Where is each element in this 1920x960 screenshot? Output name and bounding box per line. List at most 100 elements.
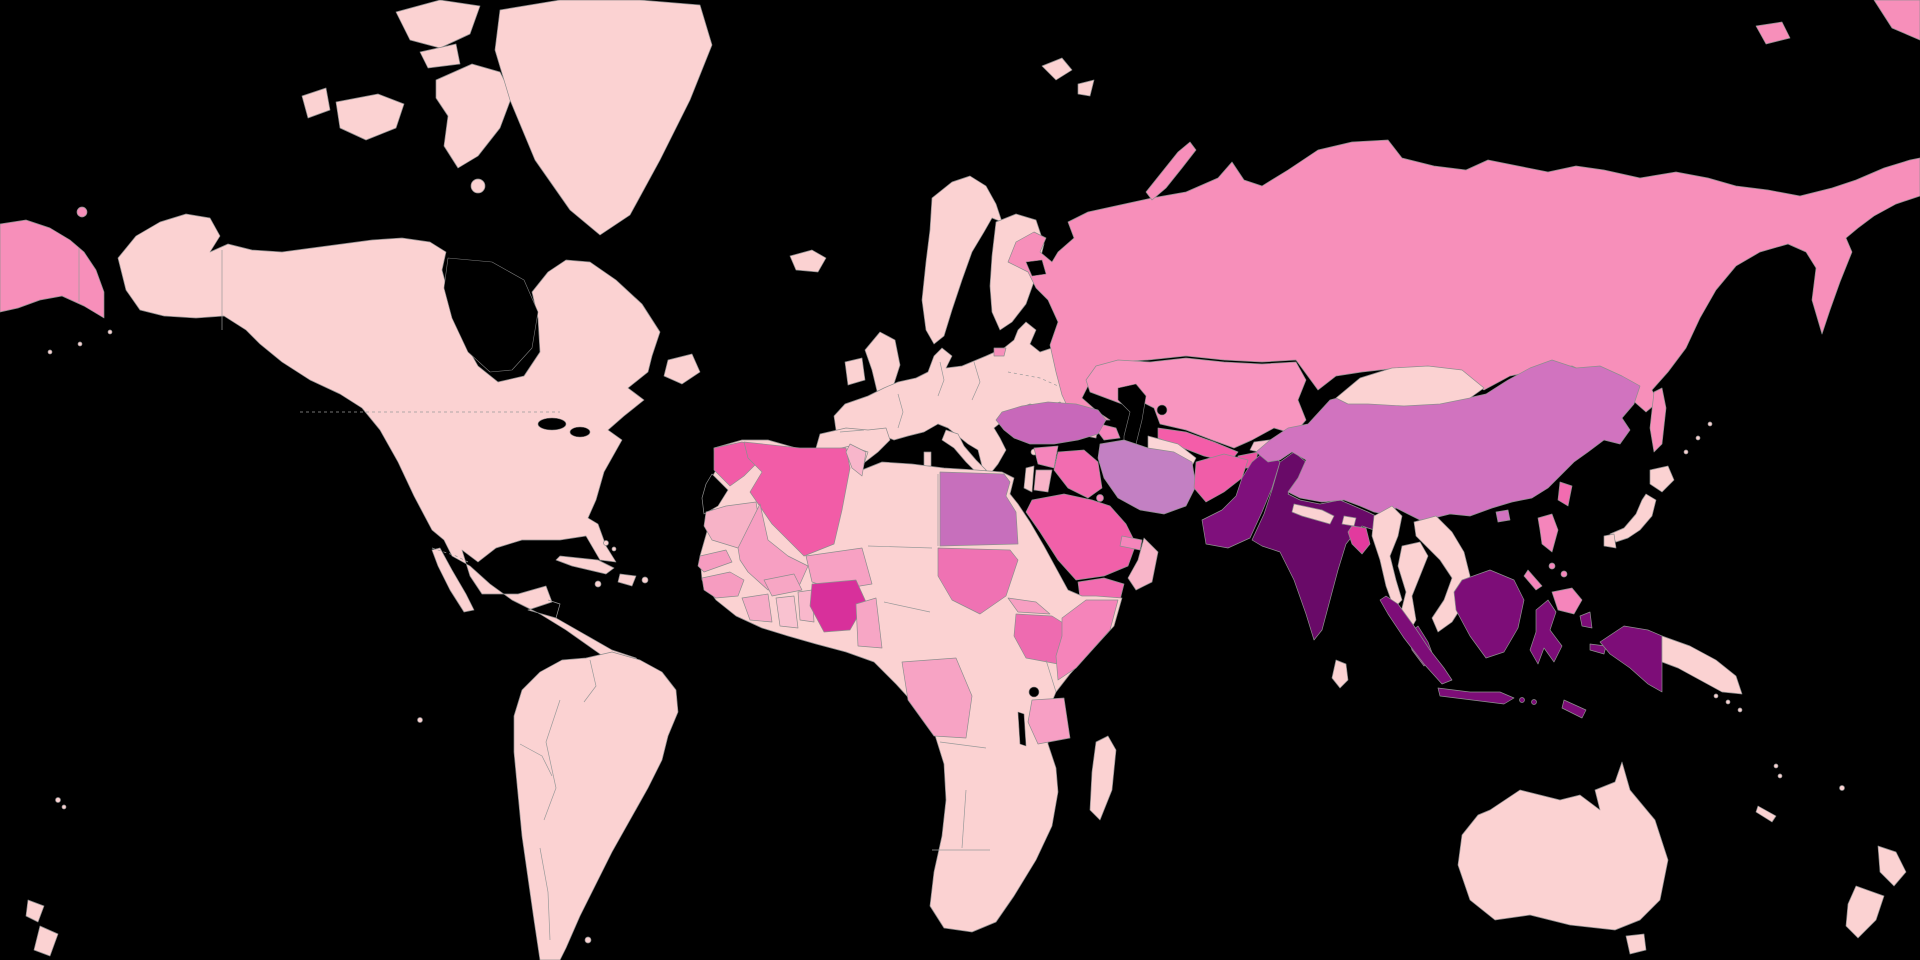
country-papua-new-guinea bbox=[1661, 635, 1743, 695]
island-pacific-1 bbox=[55, 797, 61, 803]
country-thailand bbox=[1397, 541, 1429, 635]
island-sri-lanka bbox=[1331, 659, 1349, 689]
island-puerto-rico bbox=[641, 576, 649, 584]
country-somalia bbox=[1055, 599, 1119, 681]
border-brazil-west bbox=[543, 699, 561, 821]
island-kuril-3 bbox=[1707, 421, 1713, 427]
island-new-siberian bbox=[1755, 21, 1791, 45]
island-taiwan bbox=[1557, 481, 1573, 507]
border-zambia-zimbabwe bbox=[961, 789, 967, 849]
island-java bbox=[1437, 687, 1515, 705]
lake-tanganyika bbox=[1017, 711, 1027, 747]
island-novaya-zemlya bbox=[1145, 141, 1197, 201]
island-kyushu bbox=[1603, 533, 1617, 549]
country-cameroon bbox=[855, 597, 883, 649]
region-baja-california bbox=[431, 547, 475, 613]
island-pacific-2 bbox=[61, 804, 67, 810]
island-bahamas-2 bbox=[611, 546, 617, 552]
country-nepal bbox=[1291, 503, 1335, 525]
island-sulawesi bbox=[1529, 599, 1563, 665]
country-senegal bbox=[697, 549, 733, 573]
island-ellesmere bbox=[395, 0, 481, 49]
country-iraq bbox=[1053, 449, 1103, 499]
region-scandinavia bbox=[921, 175, 1003, 345]
island-visayas-2 bbox=[1560, 570, 1568, 578]
lake-victoria bbox=[1028, 686, 1040, 698]
country-myanmar bbox=[1371, 505, 1403, 609]
island-cuba bbox=[555, 555, 615, 575]
border-kenya-somalia bbox=[1045, 659, 1057, 693]
country-algeria bbox=[743, 441, 851, 557]
island-new-caledonia bbox=[1755, 805, 1777, 823]
country-western-sahara bbox=[701, 473, 729, 515]
country-mali bbox=[737, 503, 809, 591]
country-nigeria bbox=[809, 579, 867, 633]
island-devon bbox=[419, 43, 461, 69]
country-russia-kaliningrad bbox=[993, 347, 1007, 357]
country-tanzania bbox=[1027, 697, 1071, 745]
great-lakes-east bbox=[569, 426, 591, 438]
country-syria bbox=[1033, 445, 1059, 469]
island-vanuatu-2 bbox=[1777, 773, 1783, 779]
island-aleutian-3 bbox=[47, 349, 53, 355]
island-new-zealand-north bbox=[1877, 845, 1907, 887]
country-eritrea bbox=[1007, 597, 1051, 615]
island-kuril-1 bbox=[1683, 449, 1689, 455]
border-france-spain bbox=[839, 429, 865, 433]
border-libya-chad bbox=[867, 545, 933, 549]
country-ghana bbox=[775, 595, 799, 629]
country-saudi-arabia bbox=[1025, 493, 1137, 581]
island-newfoundland bbox=[663, 353, 701, 385]
island-falklands bbox=[584, 936, 592, 944]
region-south-america bbox=[513, 651, 679, 960]
border-peru-bolivia bbox=[519, 743, 553, 777]
country-guinea bbox=[701, 571, 745, 599]
island-svalbard bbox=[1041, 57, 1073, 81]
island-sumatra bbox=[1379, 595, 1453, 685]
island-tasmania bbox=[1625, 933, 1647, 955]
country-oman bbox=[1127, 537, 1159, 591]
country-russia bbox=[1007, 139, 1920, 421]
country-benin-togo bbox=[797, 589, 815, 623]
white-sea bbox=[1025, 259, 1047, 277]
country-israel-lebanon bbox=[1023, 465, 1035, 493]
island-hainan bbox=[1495, 509, 1511, 523]
border-colombia-venezuela bbox=[583, 659, 597, 703]
island-solomon-3 bbox=[1737, 707, 1743, 713]
island-nz-wrap-1 bbox=[25, 899, 45, 923]
country-bhutan bbox=[1341, 515, 1357, 527]
island-hispaniola bbox=[617, 573, 637, 587]
country-australia bbox=[1457, 761, 1669, 931]
island-bahamas bbox=[603, 540, 609, 546]
island-halmahera bbox=[1579, 611, 1593, 629]
island-madagascar bbox=[1089, 735, 1117, 821]
border-ukraine-belarus bbox=[1007, 371, 1059, 387]
island-luzon bbox=[1537, 513, 1559, 553]
island-mindanao bbox=[1551, 587, 1583, 615]
island-hokkaido bbox=[1649, 465, 1675, 493]
country-burkina-faso bbox=[763, 573, 803, 597]
country-ivory-coast bbox=[741, 593, 773, 623]
country-afghanistan bbox=[1193, 453, 1249, 503]
hudson-bay bbox=[443, 257, 539, 373]
island-timor bbox=[1561, 699, 1587, 719]
island-borneo bbox=[1453, 569, 1525, 659]
island-iceland bbox=[789, 249, 827, 273]
border-france-germany bbox=[897, 393, 904, 429]
country-russia-chukotka bbox=[0, 219, 105, 319]
island-bali bbox=[1519, 697, 1525, 703]
border-germany-poland bbox=[937, 361, 945, 397]
island-svalbard-2 bbox=[1077, 79, 1095, 97]
island-sardinia bbox=[923, 451, 932, 467]
island-chukotka bbox=[76, 206, 88, 218]
country-jordan bbox=[1033, 469, 1053, 493]
island-honshu bbox=[1609, 493, 1657, 543]
island-jamaica bbox=[594, 580, 602, 588]
island-aleutian-1 bbox=[107, 329, 113, 335]
island-new-guinea-west bbox=[1599, 625, 1663, 693]
country-sudan bbox=[937, 547, 1019, 615]
island-sakhalin bbox=[1649, 387, 1667, 453]
border-poland-ukraine bbox=[971, 361, 981, 401]
